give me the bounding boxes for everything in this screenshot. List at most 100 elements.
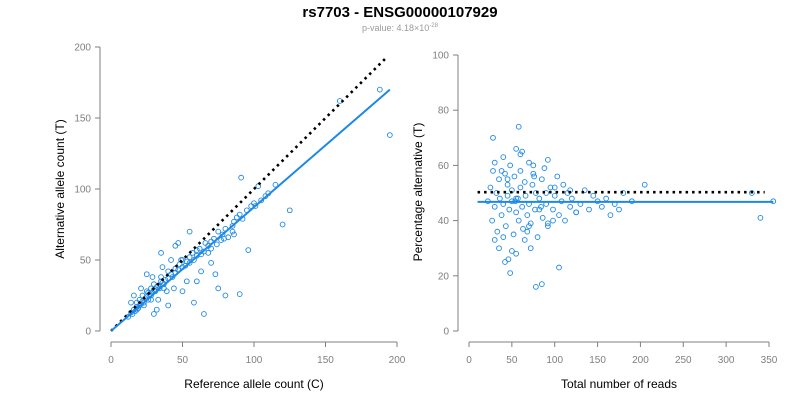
data-point (251, 200, 257, 207)
data-point (569, 195, 575, 202)
data-point (186, 254, 193, 261)
data-point (520, 226, 526, 232)
data-point (507, 162, 513, 169)
x-axis-label: Reference allele count (C) (184, 377, 323, 391)
data-point (505, 256, 512, 263)
data-points (485, 123, 777, 290)
data-point (517, 151, 524, 158)
data-point (603, 195, 609, 202)
x-tick-label: 100 (246, 355, 263, 366)
data-point (376, 86, 383, 93)
data-point (531, 173, 537, 180)
data-point (573, 209, 579, 216)
data-point (545, 223, 551, 229)
y-tick-label: 150 (74, 114, 91, 125)
data-point (487, 184, 494, 191)
y-tick-label: 0 (85, 327, 91, 338)
data-point (272, 181, 279, 188)
data-point (560, 181, 567, 188)
data-point (526, 159, 532, 166)
x-tick-label: 50 (177, 355, 189, 366)
data-point (489, 217, 495, 224)
data-point (279, 221, 286, 228)
data-point (143, 271, 150, 278)
data-point (186, 259, 193, 266)
data-point (215, 285, 222, 292)
x-tick-label: 350 (761, 355, 778, 366)
data-point (196, 245, 203, 252)
data-point (212, 271, 219, 278)
data-point (539, 281, 545, 287)
data-point (517, 168, 524, 174)
data-point (545, 157, 551, 163)
data-point (238, 174, 244, 181)
data-point (519, 203, 525, 210)
scatter-ref-vs-alt: 0 50 100 150 200 0 50 100 150 200 Reference alle… (53, 43, 406, 392)
y-ticks: 0 50 100 150 200 (74, 43, 100, 338)
data-point (494, 228, 501, 235)
data-point (541, 165, 548, 172)
data-point (158, 274, 164, 280)
y-ticks: 0 20 40 60 80 100 (432, 51, 458, 338)
x-ticks: 0 50 100 150 200 250 300 350 (466, 342, 778, 366)
data-point (143, 288, 150, 295)
data-point (529, 181, 536, 188)
data-point (500, 154, 507, 160)
fit-line (110, 88, 391, 332)
data-point (556, 264, 562, 271)
data-point (511, 173, 518, 180)
data-point (183, 278, 190, 285)
data-point (498, 212, 505, 218)
data-point (554, 173, 561, 180)
data-point (524, 228, 531, 235)
data-point (215, 228, 222, 235)
data-point (616, 206, 622, 213)
data-point (526, 223, 532, 229)
p-value-label: p-value: 4.18×10 (362, 23, 430, 33)
data-point (527, 245, 534, 252)
data-point (550, 206, 556, 213)
y-tick-label: 200 (74, 43, 91, 54)
p-value-subtitle: p-value: 4.18×10-28 (0, 23, 800, 33)
x-tick-label: 150 (589, 355, 606, 366)
y-tick-label: 20 (438, 271, 450, 282)
data-point (159, 264, 166, 270)
data-point (539, 176, 545, 183)
x-tick-label: 150 (317, 355, 334, 366)
data-point (530, 162, 537, 169)
data-point (201, 311, 207, 317)
data-point (539, 214, 546, 221)
data-point (131, 292, 137, 299)
data-point (168, 257, 174, 263)
x-axis-label: Total number of reads (561, 377, 677, 391)
data-point (145, 289, 152, 296)
data-point (229, 228, 236, 235)
data-point (172, 242, 179, 249)
data-point (498, 168, 505, 174)
data-point (245, 247, 252, 253)
data-point (556, 212, 562, 218)
y-axis-label: Alternative allele count (T) (53, 119, 67, 258)
data-point (175, 240, 182, 246)
data-point (521, 179, 528, 185)
data-point (586, 206, 592, 213)
data-point (502, 170, 508, 177)
data-point (562, 217, 568, 224)
data-point (504, 181, 511, 188)
data-point (517, 184, 524, 191)
data-point (641, 181, 648, 188)
x-tick-label: 50 (506, 355, 518, 366)
data-point (532, 206, 538, 213)
x-tick-label: 300 (718, 355, 735, 366)
data-point (236, 291, 243, 297)
data-point (496, 176, 502, 183)
x-tick-label: 0 (108, 355, 114, 366)
data-point (149, 274, 156, 280)
y-tick-label: 100 (432, 51, 449, 62)
data-point (221, 235, 227, 242)
data-point (504, 192, 511, 199)
data-point (151, 286, 157, 293)
data-point (186, 228, 193, 235)
y-tick-label: 80 (438, 106, 450, 117)
data-point (533, 283, 539, 290)
